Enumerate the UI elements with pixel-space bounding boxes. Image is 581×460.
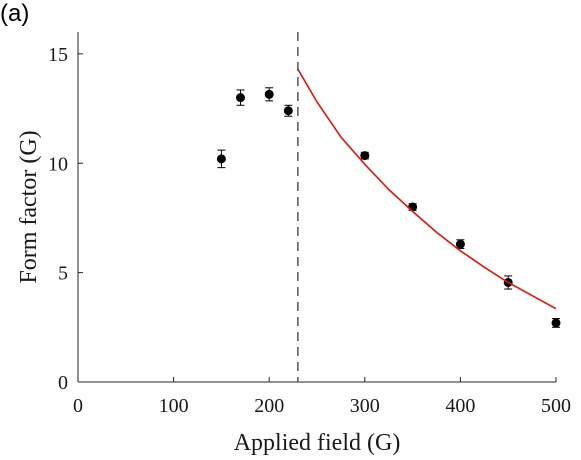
x-tick-label: 300 — [350, 395, 380, 417]
data-point — [360, 151, 370, 161]
data-marker — [264, 89, 274, 99]
data-marker — [236, 93, 246, 103]
data-marker — [216, 154, 226, 164]
y-axis-ticks: 0 5 10 15 — [48, 44, 83, 394]
data-point — [216, 149, 226, 169]
data-point — [236, 89, 246, 106]
x-tick-label: 100 — [159, 395, 189, 417]
data-marker — [360, 151, 370, 161]
y-axis-title: Form factor (G) — [16, 130, 42, 283]
data-marker — [283, 106, 293, 116]
data-point — [551, 318, 561, 328]
panel-label: (a) — [0, 0, 30, 27]
x-tick-label: 200 — [254, 395, 284, 417]
data-point — [408, 202, 418, 212]
series-layer — [216, 32, 561, 382]
data-point — [283, 104, 293, 117]
x-tick-label: 400 — [445, 395, 475, 417]
x-axis-title: Applied field (G) — [234, 430, 401, 456]
x-axis-ticks: 0 100 200 300 400 500 — [73, 377, 571, 417]
plot-area: 0 100 200 300 400 500 0 5 10 15 — [48, 32, 571, 417]
x-tick-label: 0 — [73, 395, 83, 417]
y-tick-label: 0 — [58, 372, 68, 394]
y-tick-label: 15 — [48, 44, 68, 66]
data-marker — [408, 202, 418, 212]
data-marker — [455, 239, 465, 249]
y-tick-label: 5 — [58, 263, 68, 285]
fit-curve — [297, 68, 557, 310]
data-marker — [551, 318, 561, 328]
x-tick-label: 500 — [541, 395, 571, 417]
y-tick-label: 10 — [48, 153, 68, 175]
data-point — [264, 87, 274, 102]
